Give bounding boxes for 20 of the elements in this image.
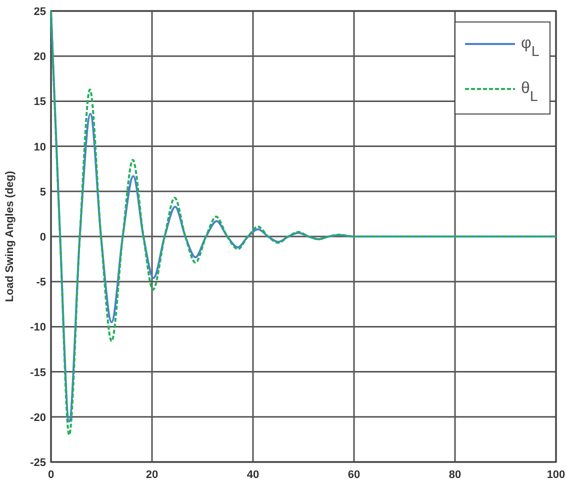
x-tick-label: 60 — [348, 469, 360, 481]
y-tick-label: -25 — [30, 457, 46, 469]
y-axis-title: Load Swing Angles (deg) — [4, 170, 16, 302]
x-tick-label: 100 — [546, 469, 566, 481]
y-tick-label: 25 — [34, 6, 46, 18]
y-tick-label: 20 — [34, 51, 46, 64]
y-tick-label: -10 — [30, 322, 46, 334]
x-tick-label: 80 — [448, 469, 462, 481]
legend-label: φ$_{L}$ — [521, 35, 540, 60]
x-tick-label: 0 — [48, 469, 54, 481]
y-tick-label: 10 — [34, 141, 46, 154]
x-tick-label: 20 — [146, 469, 158, 481]
y-tick-label: 5 — [40, 186, 46, 198]
y-tick-label: -20 — [30, 412, 46, 424]
y-tick-label: -15 — [30, 366, 46, 379]
y-tick-label: 15 — [34, 96, 46, 108]
y-tick-label: 0 — [40, 232, 46, 244]
legend-label: θ$_{L}$ — [521, 80, 538, 105]
x-tick-label: 40 — [246, 469, 260, 481]
y-tick-label: -5 — [36, 276, 46, 289]
